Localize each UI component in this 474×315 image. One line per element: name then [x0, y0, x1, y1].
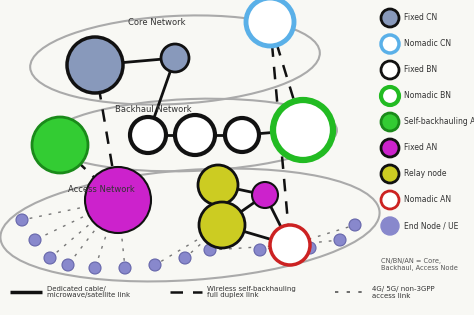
- Text: Fixed BN: Fixed BN: [404, 66, 437, 75]
- Circle shape: [270, 225, 310, 265]
- Circle shape: [44, 252, 56, 264]
- Text: Nomadic CN: Nomadic CN: [404, 39, 451, 49]
- Circle shape: [381, 61, 399, 79]
- Circle shape: [204, 244, 216, 256]
- Circle shape: [254, 244, 266, 256]
- Text: CN/BN/AN = Core,
Backhaul, Access Node: CN/BN/AN = Core, Backhaul, Access Node: [381, 258, 458, 271]
- Circle shape: [304, 242, 316, 254]
- Circle shape: [32, 117, 88, 173]
- Circle shape: [89, 262, 101, 274]
- Circle shape: [62, 259, 74, 271]
- Circle shape: [334, 234, 346, 246]
- Text: End Node / UE: End Node / UE: [404, 221, 458, 231]
- Circle shape: [67, 37, 123, 93]
- Circle shape: [119, 262, 131, 274]
- Circle shape: [130, 117, 166, 153]
- Circle shape: [199, 202, 245, 248]
- Circle shape: [175, 115, 215, 155]
- Circle shape: [273, 100, 333, 160]
- Circle shape: [198, 165, 238, 205]
- Circle shape: [381, 87, 399, 105]
- Circle shape: [381, 9, 399, 27]
- Text: Fixed AN: Fixed AN: [404, 144, 437, 152]
- Circle shape: [225, 118, 259, 152]
- Circle shape: [29, 234, 41, 246]
- Text: Core Network: Core Network: [128, 18, 185, 27]
- Circle shape: [381, 35, 399, 53]
- Circle shape: [381, 191, 399, 209]
- Text: Relay node: Relay node: [404, 169, 447, 179]
- Text: Access Network: Access Network: [68, 185, 135, 194]
- Circle shape: [16, 214, 28, 226]
- Circle shape: [161, 44, 189, 72]
- Text: Wireless self-backhauling
full duplex link: Wireless self-backhauling full duplex li…: [207, 285, 296, 299]
- Text: 4G/ 5G/ non-3GPP
access link: 4G/ 5G/ non-3GPP access link: [372, 285, 435, 299]
- Text: Nomadic AN: Nomadic AN: [404, 196, 451, 204]
- Text: Dedicated cable/
microwave/satellite link: Dedicated cable/ microwave/satellite lin…: [47, 285, 130, 299]
- Circle shape: [381, 113, 399, 131]
- Text: Fixed CN: Fixed CN: [404, 14, 437, 22]
- Text: Backhaul Network: Backhaul Network: [115, 105, 191, 114]
- Circle shape: [349, 219, 361, 231]
- Text: Nomadic BN: Nomadic BN: [404, 91, 451, 100]
- Circle shape: [149, 259, 161, 271]
- Circle shape: [85, 167, 151, 233]
- Circle shape: [252, 182, 278, 208]
- Circle shape: [179, 252, 191, 264]
- Circle shape: [381, 139, 399, 157]
- Circle shape: [246, 0, 294, 46]
- Circle shape: [381, 217, 399, 235]
- Text: Self-backhauling AN: Self-backhauling AN: [404, 117, 474, 127]
- Circle shape: [381, 165, 399, 183]
